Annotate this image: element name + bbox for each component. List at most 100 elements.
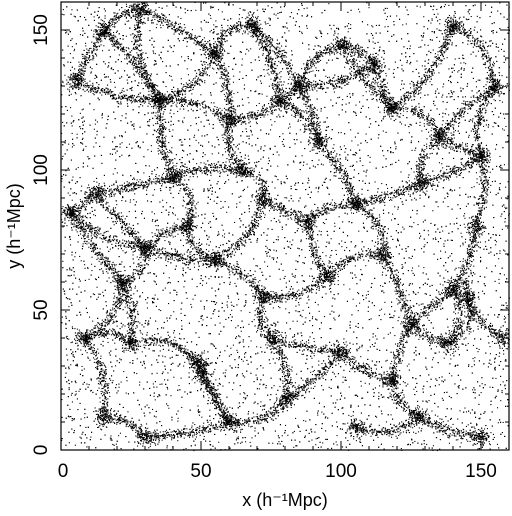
data-point	[229, 92, 231, 94]
data-point	[130, 58, 132, 60]
data-point	[146, 12, 148, 14]
data-point	[147, 79, 149, 81]
data-point	[354, 53, 356, 55]
data-point	[208, 48, 210, 50]
data-point	[202, 43, 204, 45]
data-point	[464, 29, 466, 31]
data-point	[138, 50, 140, 52]
data-point	[377, 73, 379, 75]
data-point	[306, 69, 308, 71]
data-point	[133, 35, 135, 37]
data-point	[217, 40, 219, 42]
data-point	[142, 99, 144, 101]
data-point	[449, 25, 451, 27]
data-point	[384, 86, 386, 88]
data-point	[204, 66, 206, 68]
data-point	[221, 46, 223, 48]
data-point	[358, 50, 360, 52]
data-point	[477, 116, 479, 118]
data-point	[118, 16, 120, 18]
data-point	[164, 21, 166, 23]
data-point	[333, 44, 335, 46]
data-point	[204, 63, 206, 65]
data-point	[261, 43, 263, 45]
data-point	[226, 78, 228, 80]
data-point	[318, 83, 320, 85]
data-point	[448, 129, 450, 131]
data-point	[373, 68, 375, 70]
data-point	[382, 96, 384, 98]
data-point	[228, 117, 230, 119]
data-point	[206, 46, 208, 48]
data-point	[112, 97, 114, 99]
data-point	[372, 86, 374, 88]
data-point	[482, 107, 484, 109]
data-point	[435, 64, 437, 66]
data-point	[128, 53, 130, 55]
data-point	[166, 102, 168, 104]
data-point	[203, 70, 205, 72]
data-point	[267, 72, 269, 74]
data-point	[180, 29, 182, 31]
data-point	[236, 22, 238, 24]
data-point	[169, 93, 171, 95]
data-point	[170, 160, 172, 162]
data-point	[474, 100, 476, 102]
data-point	[195, 41, 197, 43]
data-point	[475, 124, 477, 126]
data-point	[483, 104, 485, 106]
data-point	[306, 83, 308, 85]
data-point	[378, 86, 380, 88]
data-point	[176, 106, 178, 108]
data-point	[224, 79, 226, 81]
data-point	[343, 79, 345, 81]
data-point	[164, 156, 166, 158]
data-point	[489, 76, 491, 78]
data-point	[153, 83, 155, 85]
data-point	[308, 83, 310, 85]
data-point	[474, 115, 476, 117]
data-point	[362, 66, 364, 68]
data-point	[447, 127, 449, 129]
data-point	[277, 77, 279, 79]
data-point	[153, 14, 155, 16]
data-point	[204, 80, 206, 82]
data-point	[223, 93, 225, 95]
data-point	[228, 27, 230, 29]
data-point	[175, 104, 177, 106]
data-point	[151, 97, 153, 99]
data-point	[479, 107, 481, 109]
data-point	[190, 36, 192, 38]
data-point	[366, 82, 368, 84]
data-point	[84, 90, 86, 92]
data-point	[355, 70, 357, 72]
data-point	[138, 72, 140, 74]
data-point	[180, 90, 182, 92]
data-point	[413, 90, 415, 92]
data-point	[126, 95, 128, 97]
data-point	[486, 92, 488, 94]
data-point	[168, 94, 170, 96]
data-point	[209, 64, 211, 66]
data-point	[240, 24, 242, 26]
data-point	[241, 25, 243, 27]
data-point	[149, 78, 151, 80]
data-point	[142, 69, 144, 71]
data-point	[84, 56, 86, 58]
data-point	[467, 103, 469, 105]
data-point	[263, 46, 265, 48]
data-point	[307, 60, 309, 62]
data-point	[484, 130, 486, 132]
data-point	[162, 140, 164, 142]
data-point	[158, 110, 160, 112]
data-point	[364, 84, 366, 86]
data-point	[90, 47, 92, 49]
data-point	[133, 44, 135, 46]
data-point	[144, 63, 146, 65]
data-point	[344, 48, 346, 50]
data-point	[186, 31, 188, 33]
data-point	[278, 87, 280, 89]
data-point	[178, 29, 180, 31]
data-point	[349, 53, 351, 55]
data-point	[280, 81, 282, 83]
